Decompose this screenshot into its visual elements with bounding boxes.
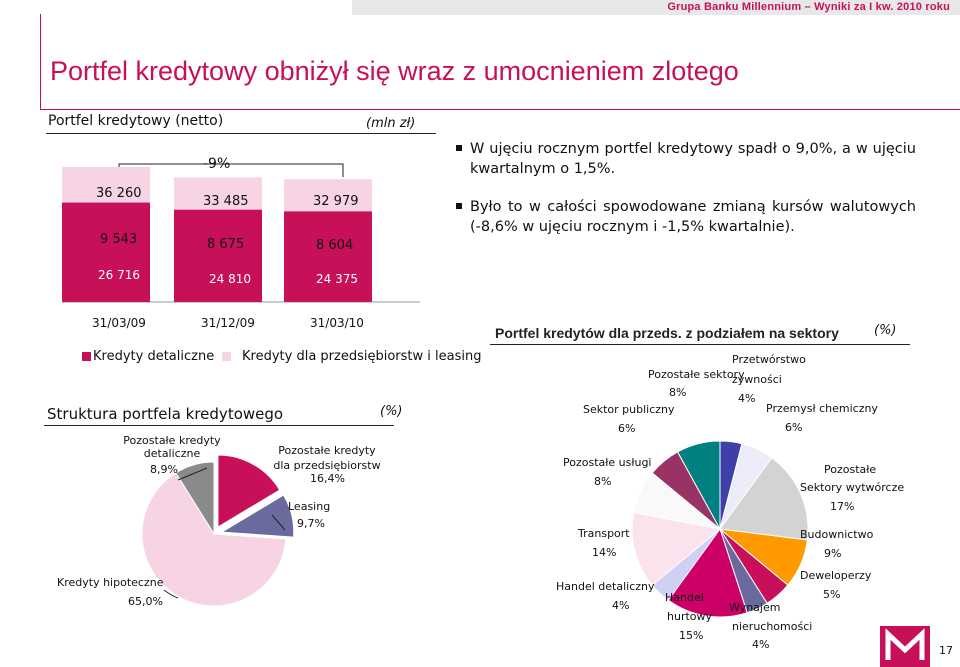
pie1-value-other-retail: 8,9% <box>150 463 178 476</box>
pie1-label-other-retail: Pozostałe kredyty detaliczne <box>122 434 222 460</box>
pie2-value-public: 6% <box>618 422 636 435</box>
retail-label-1: 26 716 <box>98 268 140 282</box>
change-bracket <box>118 163 344 177</box>
pie1-chart <box>141 454 295 607</box>
total-label-3: 32 979 <box>313 194 359 209</box>
pie2-value-other-sectors: 8% <box>669 386 687 399</box>
pie1-slice-3 <box>220 494 295 538</box>
pie2-label-other-mfg-2: Sektory wytwórcze <box>800 481 905 494</box>
pie2-value-rental: 4% <box>752 638 770 651</box>
legend-swatch-retail <box>82 352 91 361</box>
pie2-slice-9 <box>631 511 722 586</box>
pie1-label-other-retail-name: Pozostałe kredyty detaliczne <box>123 434 221 460</box>
x-tick-3: 31/03/10 <box>310 316 364 330</box>
bar-retail-2 <box>174 209 262 302</box>
pie1-leader-leasing <box>271 514 286 531</box>
change-label: -9% <box>203 156 231 172</box>
pie1-label-other-corporate: Pozostałe kredyty dla przedsiębiorstw <box>273 444 381 472</box>
pie2-title: Portfel kredytów dla przeds. z podziałem… <box>495 325 839 341</box>
pie1-leader-mortgage <box>163 589 179 599</box>
bar-corporate-1 <box>62 167 150 203</box>
pie2-label-other-sectors: Pozostałe sektory <box>648 368 745 381</box>
pie2-label-retail-trade: Handel detaliczny <box>556 580 655 593</box>
bar-section-heading: Portfel kredytowy (netto) <box>48 113 224 129</box>
header-text: Grupa Banku Millennium – Wyniki za I kw.… <box>667 1 950 13</box>
pie1-leader-other-retail <box>177 467 208 481</box>
legend-label-corporate: Kredyty dla przedsiębiorstw i leasing <box>242 349 482 364</box>
bar-retail-1 <box>62 202 150 302</box>
bar-section-underline <box>46 133 436 134</box>
pie2-value-transport: 14% <box>592 546 617 559</box>
pie1-value-leasing: 9,7% <box>297 517 325 530</box>
pie2-label-other-mfg: Pozostałe <box>824 463 877 476</box>
millennium-logo <box>880 626 930 667</box>
pie1-value-mortgage: 65,0% <box>128 595 163 608</box>
pie2-label-chemical: Przemysł chemiczny <box>766 402 878 415</box>
header-bar <box>352 0 960 15</box>
pie2-value-chemical: 6% <box>785 421 803 434</box>
pie1-label-mortgage: Kredyty hipoteczne <box>57 576 164 589</box>
pie2-value-retail-trade: 4% <box>612 599 630 612</box>
corporate-label-1: 9 543 <box>100 232 138 247</box>
pie2-unit: (%) <box>874 323 897 338</box>
bar-retail-3 <box>284 211 372 302</box>
pie2-underline <box>490 344 910 345</box>
pie2-label-transport: Transport <box>578 527 630 540</box>
pie2-chart <box>631 440 809 618</box>
page-number: 17 <box>939 644 953 657</box>
pie2-label-construction: Budownictwo <box>800 528 874 541</box>
total-label-2: 33 485 <box>203 194 249 209</box>
pie2-value-wholesale: 15% <box>679 629 704 642</box>
pie2-slice-12 <box>676 440 721 530</box>
legend-swatch-corporate <box>222 352 231 361</box>
pie2-value-other-mfg: 17% <box>830 500 855 513</box>
pie2-value-other-services: 8% <box>594 475 612 488</box>
pie2-label-rental-2: nieruchomości <box>732 620 813 633</box>
retail-label-3: 24 375 <box>316 272 358 286</box>
pie1-value-other-corporate: 16,4% <box>310 472 345 485</box>
pie2-label-food-2: żywności <box>732 373 782 386</box>
pie2-label-public: Sektor publiczny <box>583 403 675 416</box>
pie2-label-other-services: Pozostałe usługi <box>563 456 652 469</box>
pie2-label-rental: Wynajem <box>729 601 781 614</box>
page-title: Portfel kredytowy obniżył się wraz z umo… <box>50 56 739 86</box>
pie2-slice-7 <box>667 527 748 618</box>
x-tick-2: 31/12/09 <box>201 316 255 330</box>
bullet-2: Było to w całości spowodowane zmianą kur… <box>456 197 916 237</box>
stacked-bar-chart <box>62 163 420 303</box>
pie2-slice-3 <box>719 457 809 541</box>
pie2-value-food: 4% <box>738 392 756 405</box>
corporate-label-2: 8 675 <box>207 237 245 252</box>
pie1-unit: (%) <box>380 404 403 419</box>
pie2-value-construction: 9% <box>824 547 842 560</box>
pie1-label-leasing: Leasing <box>288 500 331 513</box>
bullet-1-text: W ujęciu rocznym portfel kredytowy spadł… <box>470 141 916 177</box>
x-tick-1: 31/03/09 <box>92 316 146 330</box>
pie2-label-food: Przetwórstwo <box>732 353 806 366</box>
pie2-value-developers: 5% <box>823 588 841 601</box>
pie2-label-developers: Deweloperzy <box>800 569 872 582</box>
bullet-1: W ujęciu rocznym portfel kredytowy spadł… <box>456 139 916 179</box>
bar-corporate-2 <box>174 177 262 210</box>
retail-label-2: 24 810 <box>209 272 251 286</box>
bar-corporate-3 <box>284 179 372 212</box>
pie1-slice-4 <box>141 472 287 607</box>
total-label-1: 36 260 <box>96 186 142 201</box>
pie1-title: Struktura portfela kredytowego <box>47 405 284 423</box>
bar-unit: (mln zł) <box>366 116 416 131</box>
pie2-label-wholesale: Handel <box>665 591 704 604</box>
bullet-2-text: Było to w całości spowodowane zmianą kur… <box>470 199 916 235</box>
pie1-slice-2 <box>217 454 281 528</box>
pie2-label-wholesale-2: hurtowy <box>667 610 713 623</box>
title-vertical-rule <box>40 14 41 110</box>
title-horizontal-rule <box>40 109 960 110</box>
corporate-label-3: 8 604 <box>316 238 354 253</box>
pie1-underline <box>44 425 394 426</box>
legend-label-retail: Kredyty detaliczne <box>93 349 215 364</box>
